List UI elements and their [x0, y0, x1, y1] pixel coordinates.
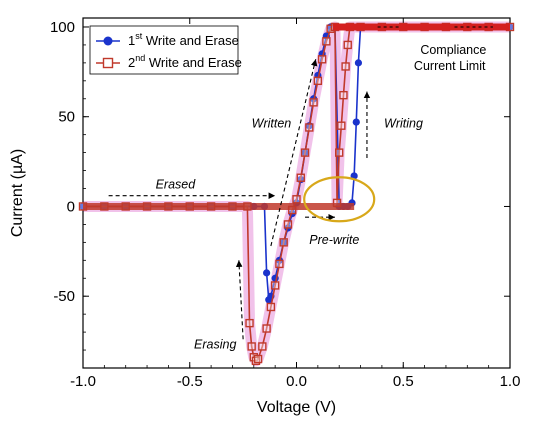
series-2-point: [322, 37, 331, 46]
series-1-point: [263, 269, 271, 277]
legend-marker-1: [103, 36, 113, 46]
legend-box: [89, 25, 239, 75]
legend-label-1: 1st Write and Erase: [128, 31, 239, 48]
annotation-writing: Writing: [384, 116, 423, 130]
series-2-point: [337, 121, 346, 130]
series-2-point: [258, 342, 267, 351]
series-2-point: [300, 148, 310, 157]
legend-label-rest: Write and Erase: [142, 33, 239, 48]
y-axis-title: Current (µA): [9, 149, 26, 237]
y-tick-label: 0: [67, 198, 75, 215]
pre-write-highlight: [303, 176, 376, 223]
x-tick-label: 1.0: [500, 373, 521, 390]
series-2-point: [313, 76, 323, 86]
x-tick-label: 0.5: [393, 373, 414, 390]
y-tick-label: 50: [58, 109, 75, 126]
x-tick-label: -1.0: [70, 373, 96, 390]
series-2-point: [343, 40, 352, 50]
legend-label-number: 1: [128, 33, 135, 48]
series-2-point: [279, 238, 288, 247]
series-2-point: [266, 302, 276, 312]
series-2-point: [253, 354, 263, 364]
annotation-written: Written: [252, 116, 292, 130]
series-2-point: [292, 195, 301, 204]
y-tick-label: -50: [53, 288, 75, 305]
annotations-layer: Erased Written Writing Pre-write Erasing Comp…: [108, 26, 493, 351]
series-2-point: [262, 324, 271, 333]
series-2-point: [245, 318, 254, 328]
annotation-erased: Erased: [156, 178, 197, 192]
axes-layer: -1.0 -0.5 0.0 0.5 1.0 -50 0 50 100 Voltage (V) Cur…: [9, 17, 521, 416]
series-1-point: [352, 118, 360, 126]
legend-label-2: 2nd Write and Erase: [128, 53, 242, 70]
x-axis-title: Voltage (V): [257, 399, 336, 416]
series-2-point: [317, 55, 327, 64]
annotation-erasing: Erasing: [194, 337, 236, 351]
series-2-point: [335, 148, 344, 157]
y-tick-label: 100: [50, 19, 75, 36]
series-2-point: [305, 123, 314, 132]
arrow-erasing: [235, 260, 244, 340]
series-2-point: [296, 173, 305, 182]
legend-label-sup: st: [135, 31, 143, 41]
series-1-point: [354, 59, 363, 67]
arrow-written: [270, 59, 318, 247]
series-2-point: [251, 356, 261, 366]
annotation-pre-write: Pre-write: [309, 233, 359, 247]
series-2-point: [339, 90, 348, 100]
series-2-point: [247, 342, 256, 351]
legend-label-rest: Write and Erase: [145, 55, 242, 70]
series-2-point: [341, 62, 350, 71]
legend-label-sup: nd: [135, 53, 145, 63]
annotation-current-limit: Current Limit: [414, 59, 486, 73]
annotation-compliance: Compliance: [420, 43, 486, 57]
series-2-point: [283, 220, 293, 229]
x-tick-label: -0.5: [177, 373, 203, 390]
series-2-point: [309, 98, 318, 107]
legend-label-number: 2: [128, 55, 135, 70]
series-2-point: [270, 281, 280, 290]
series-2-point: [275, 259, 284, 269]
x-tick-label: 0.0: [286, 373, 307, 390]
legend-marker-2: [102, 57, 114, 69]
